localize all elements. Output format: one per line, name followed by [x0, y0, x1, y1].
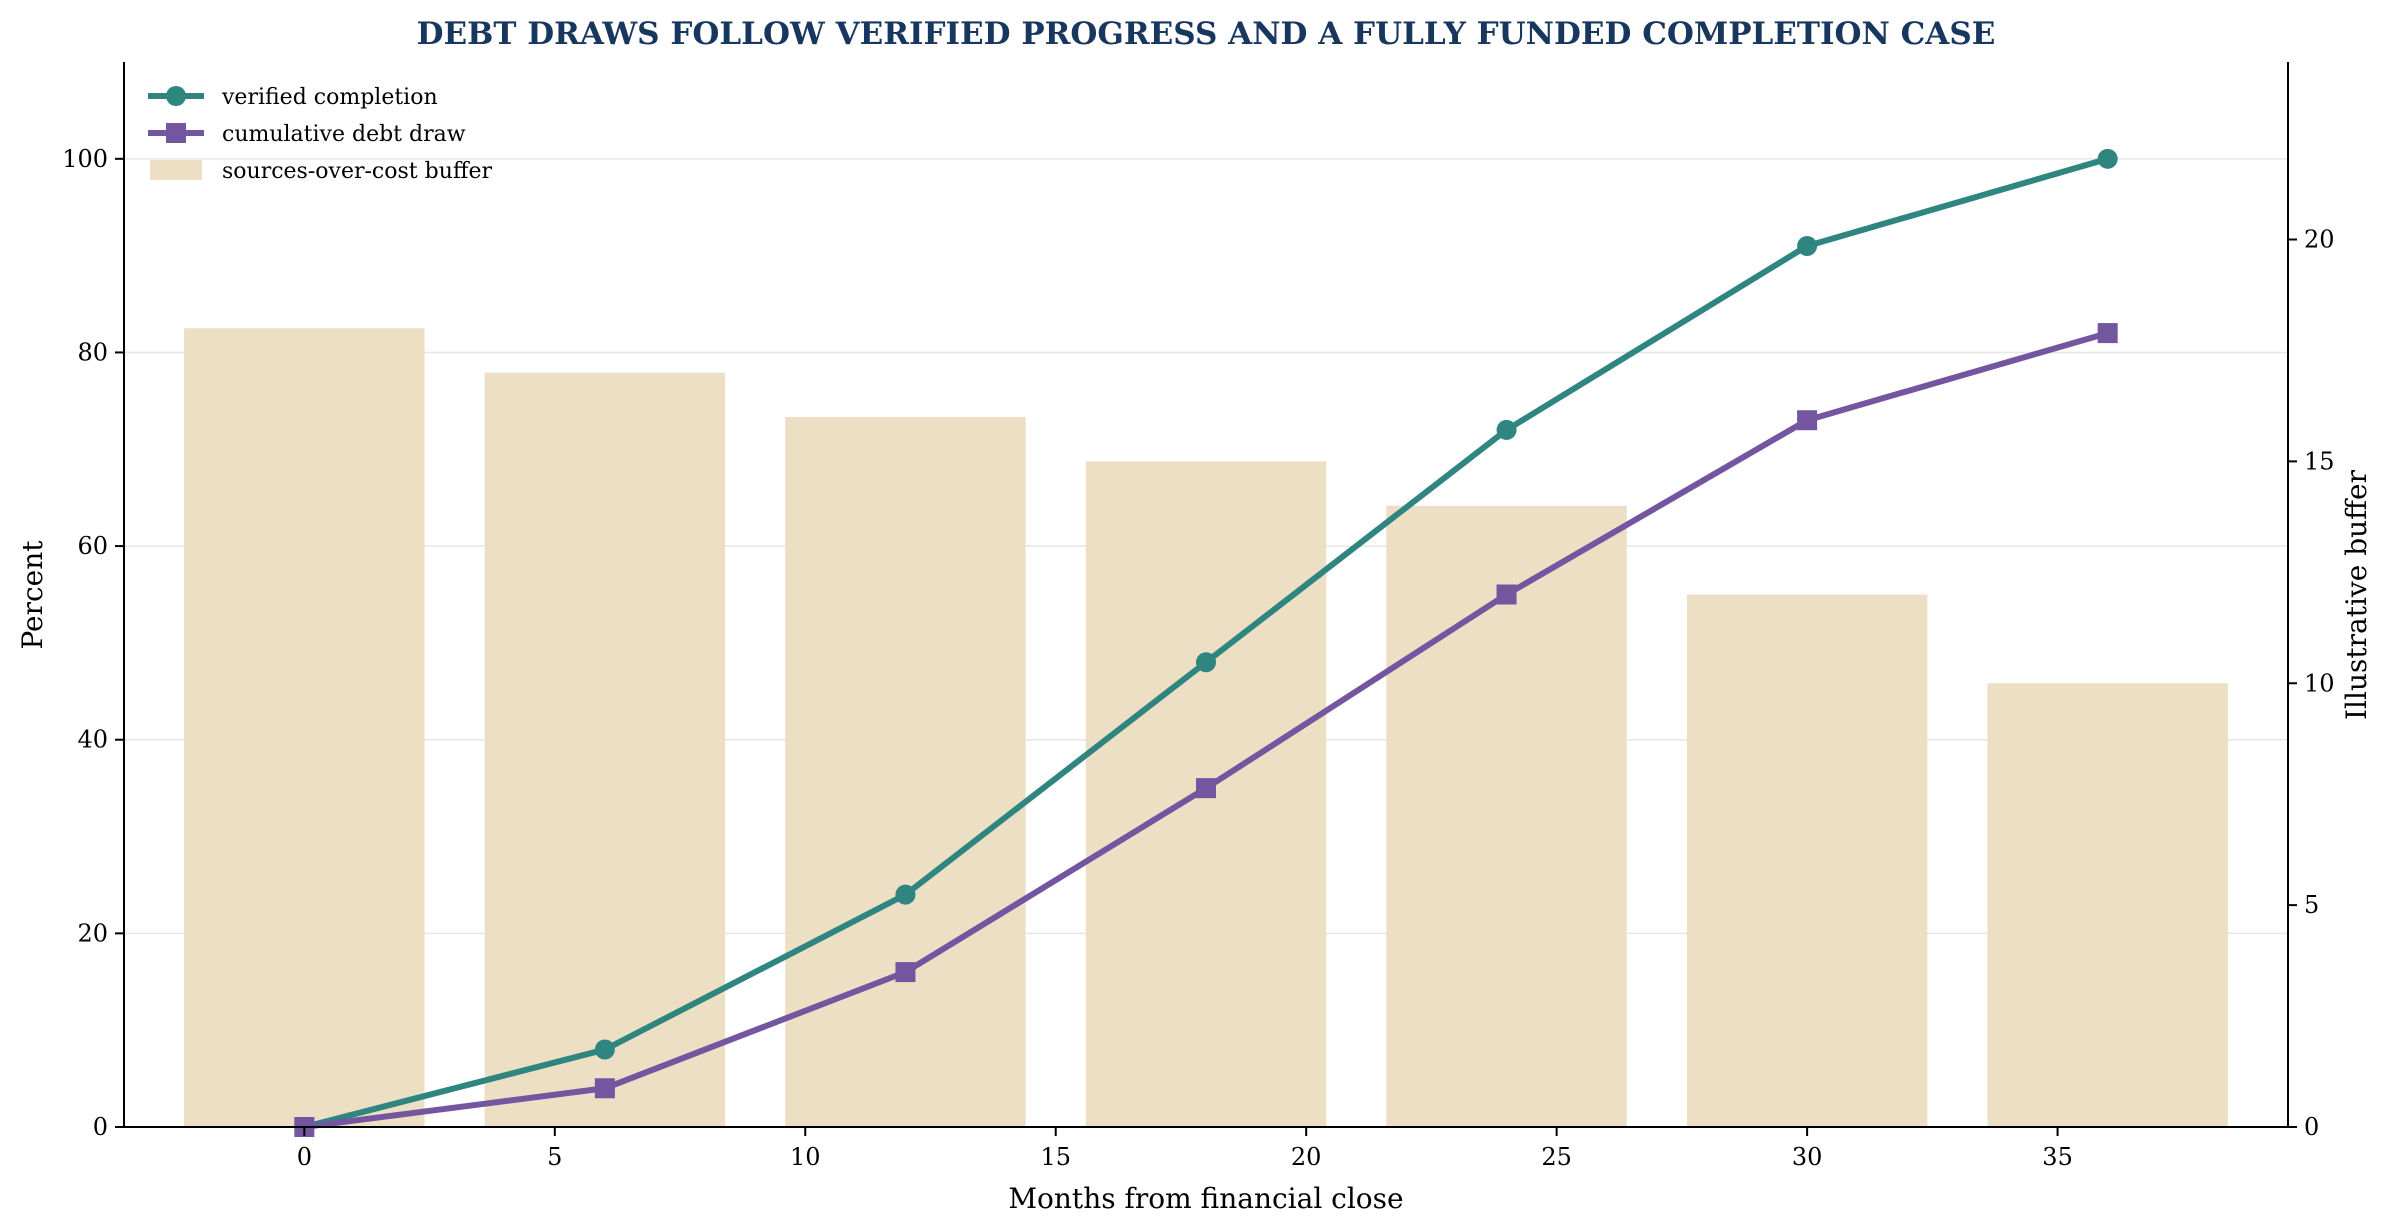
- x-tick-label: 10: [790, 1143, 821, 1171]
- data-point: [1496, 584, 1517, 605]
- y-tick-label: 80: [77, 338, 108, 366]
- axes: 0 5 10 15 20 25 30 35 0 20 40 60 80 100 0 5 10 15 20: [62, 62, 2335, 1171]
- data-point: [594, 1078, 615, 1099]
- y-tick-label: 60: [77, 532, 108, 560]
- y2-axis-label: Illustrative buffer: [2340, 469, 2373, 720]
- buffer-bars: [184, 328, 2228, 1127]
- y-tick-label: 0: [93, 1113, 108, 1141]
- x-tick-label: 35: [2042, 1143, 2073, 1171]
- data-point: [895, 962, 916, 983]
- data-point: [1196, 652, 1216, 673]
- x-tick-label: 5: [547, 1143, 562, 1171]
- data-point: [895, 884, 916, 905]
- y2-tick-label: 20: [2304, 226, 2335, 254]
- buffer-bar: [184, 328, 425, 1127]
- legend-marker: [166, 123, 186, 143]
- x-tick-label: 30: [1792, 1143, 1823, 1171]
- buffer-bar: [785, 417, 1026, 1127]
- y2-tick-label: 0: [2304, 1113, 2319, 1141]
- chart-title: DEBT DRAWS FOLLOW VERIFIED PROGRESS AND …: [417, 16, 1996, 52]
- y-tick-label: 100: [62, 145, 108, 173]
- x-tick-label: 20: [1291, 1143, 1322, 1171]
- data-point: [2097, 323, 2118, 344]
- y-tick-label: 20: [77, 919, 108, 947]
- x-axis-label: Months from financial close: [1008, 1182, 1403, 1215]
- y2-tick-label: 15: [2304, 447, 2335, 475]
- y2-tick-label: 10: [2304, 669, 2335, 697]
- data-point: [2097, 148, 2118, 169]
- x-tick-label: 25: [1541, 1143, 1572, 1171]
- series-lines: [294, 148, 2118, 1137]
- data-point: [1797, 410, 1818, 431]
- legend-swatch: [150, 160, 202, 180]
- buffer-bar: [484, 372, 726, 1127]
- buffer-bar: [1686, 594, 1928, 1127]
- data-point: [1797, 235, 1818, 256]
- legend-marker: [166, 86, 186, 106]
- legend-label: cumulative debt draw: [222, 122, 466, 147]
- buffer-bar: [1386, 505, 1627, 1127]
- x-tick-label: 15: [1040, 1143, 1071, 1171]
- legend-label: verified completion: [221, 85, 438, 110]
- y-axis-label: Percent: [16, 540, 49, 650]
- data-point: [1196, 778, 1216, 799]
- legend: verified completion cumulative debt draw s…: [148, 85, 493, 184]
- y2-tick-label: 5: [2304, 891, 2319, 919]
- y-tick-label: 40: [77, 726, 108, 754]
- data-point: [594, 1039, 615, 1060]
- x-tick-label: 0: [297, 1143, 312, 1171]
- legend-label: sources-over-cost buffer: [222, 159, 493, 184]
- data-point: [1496, 419, 1517, 440]
- buffer-bar: [1987, 683, 2228, 1127]
